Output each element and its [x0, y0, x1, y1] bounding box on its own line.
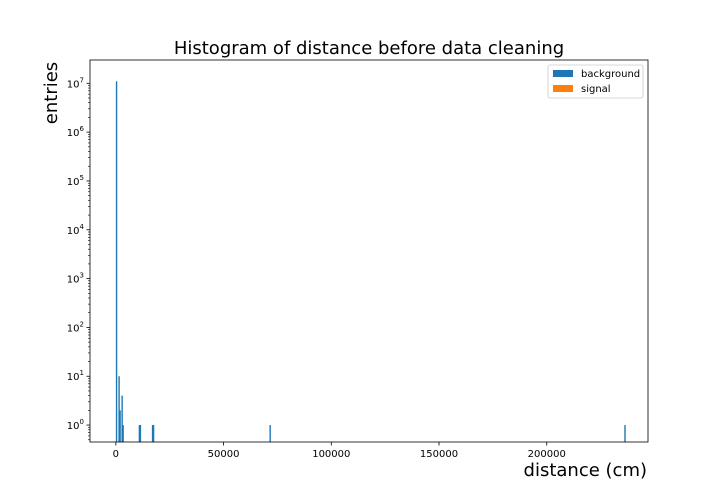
- histogram-bar-background: [139, 425, 142, 442]
- histogram-bar-background: [121, 395, 123, 442]
- legend-label-signal: signal: [581, 84, 611, 95]
- y-tick-label: 106: [67, 125, 85, 139]
- y-tick-label: 105: [67, 174, 84, 188]
- histogram-bar-background: [152, 425, 155, 442]
- histogram-bar-background: [115, 81, 118, 442]
- y-tick-label: 107: [67, 76, 84, 90]
- x-tick-label: 150000: [420, 449, 458, 460]
- x-tick-label: 0: [113, 449, 119, 460]
- histogram-bar-background: [624, 425, 626, 442]
- y-tick-label: 100: [67, 418, 84, 432]
- legend-swatch-signal: [553, 85, 573, 92]
- legend-swatch-background: [553, 70, 573, 77]
- histogram-bar-background: [119, 410, 121, 442]
- legend-label-background: background: [581, 69, 640, 80]
- y-tick-label: 101: [67, 369, 84, 383]
- legend: background signal: [547, 64, 644, 99]
- x-tick-label: 200000: [528, 449, 566, 460]
- histogram-bar-background: [151, 425, 154, 442]
- bars-group: [115, 81, 626, 442]
- y-tick-label: 104: [67, 223, 85, 237]
- histogram-bar-background: [269, 425, 271, 442]
- x-tick-label: 50000: [208, 449, 240, 460]
- plot-frame: [89, 59, 649, 443]
- histogram-bar-background: [122, 425, 124, 442]
- x-axis-label: distance (cm): [524, 460, 647, 481]
- y-ticks-group: 100 101 102 103 104 105 106 107: [67, 76, 90, 441]
- chart-title: Histogram of distance before data cleani…: [174, 38, 564, 59]
- x-ticks-group: 0 50000 100000 150000 200000: [113, 442, 566, 460]
- x-tick-label: 100000: [312, 449, 350, 460]
- y-axis-label: entries: [41, 62, 62, 124]
- histogram-bar-background: [138, 425, 141, 442]
- y-tick-label: 103: [67, 272, 84, 286]
- y-tick-label: 102: [67, 320, 84, 334]
- histogram-bar-background: [118, 376, 120, 442]
